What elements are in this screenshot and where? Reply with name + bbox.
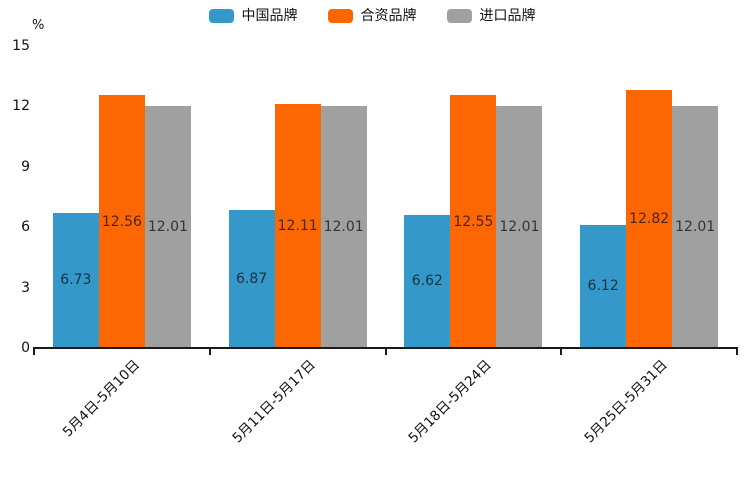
legend-item-label: 合资品牌 xyxy=(360,8,417,24)
x-axis-tick xyxy=(208,349,211,355)
x-axis-line xyxy=(33,347,738,349)
bar xyxy=(404,214,451,348)
bar-value-label: 12.01 xyxy=(675,219,716,236)
bar xyxy=(52,212,99,348)
legend-item-series-2: 合资品牌 xyxy=(327,8,417,24)
y-axis-tick-label: 9 xyxy=(21,158,30,175)
bar xyxy=(580,224,627,348)
chart-legend: 中国品牌 合资品牌 进口品牌 xyxy=(0,9,744,23)
x-axis-category-label: 5月25日-5月31日 xyxy=(581,357,671,447)
bar xyxy=(320,106,367,348)
y-axis-tick-label: 15 xyxy=(12,38,30,54)
bar-value-label: 12.01 xyxy=(147,219,188,236)
x-axis-category-label: 5月4日-5月10日 xyxy=(59,357,144,441)
bar xyxy=(672,106,719,348)
y-axis-tick-label: 0 xyxy=(21,340,30,356)
x-axis-tick xyxy=(384,349,387,355)
bar-value-label: 12.82 xyxy=(629,210,670,227)
legend-item-series-3: 进口品牌 xyxy=(446,8,536,24)
x-axis-category-label: 5月11日-5月17日 xyxy=(229,357,319,447)
bar-value-label: 12.01 xyxy=(499,219,540,236)
x-axis-tick xyxy=(33,349,35,355)
bar xyxy=(228,209,275,348)
legend-item-series-1: 中国品牌 xyxy=(208,8,298,24)
bar xyxy=(626,89,673,348)
y-axis-tick-label: 12 xyxy=(12,98,30,115)
x-axis-tick xyxy=(560,349,563,355)
legend-swatch-icon xyxy=(327,9,353,23)
legend-item-label: 中国品牌 xyxy=(241,8,298,24)
x-axis-tick xyxy=(736,349,738,355)
bar-value-label: 6.73 xyxy=(60,272,92,289)
bar xyxy=(98,95,145,348)
bar xyxy=(496,106,543,348)
legend-item-label: 进口品牌 xyxy=(479,8,536,24)
bar-value-label: 12.55 xyxy=(453,213,494,230)
bar-value-label: 12.01 xyxy=(323,219,364,236)
bar-value-label: 12.11 xyxy=(277,218,318,235)
y-axis-unit-label: % xyxy=(32,18,45,33)
bar-value-label: 12.56 xyxy=(101,213,142,230)
y-axis-tick-label: 6 xyxy=(21,219,30,236)
bar-value-label: 6.62 xyxy=(411,273,443,290)
bar xyxy=(144,106,191,348)
legend-swatch-icon xyxy=(208,9,234,23)
x-axis-category-label: 5月18日-5月24日 xyxy=(405,357,495,447)
bar xyxy=(274,104,321,348)
legend-swatch-icon xyxy=(446,9,472,23)
bar-value-label: 6.87 xyxy=(236,270,268,287)
bar xyxy=(450,95,497,348)
y-axis-tick-label: 3 xyxy=(21,279,30,296)
bar-value-label: 6.12 xyxy=(587,278,619,295)
